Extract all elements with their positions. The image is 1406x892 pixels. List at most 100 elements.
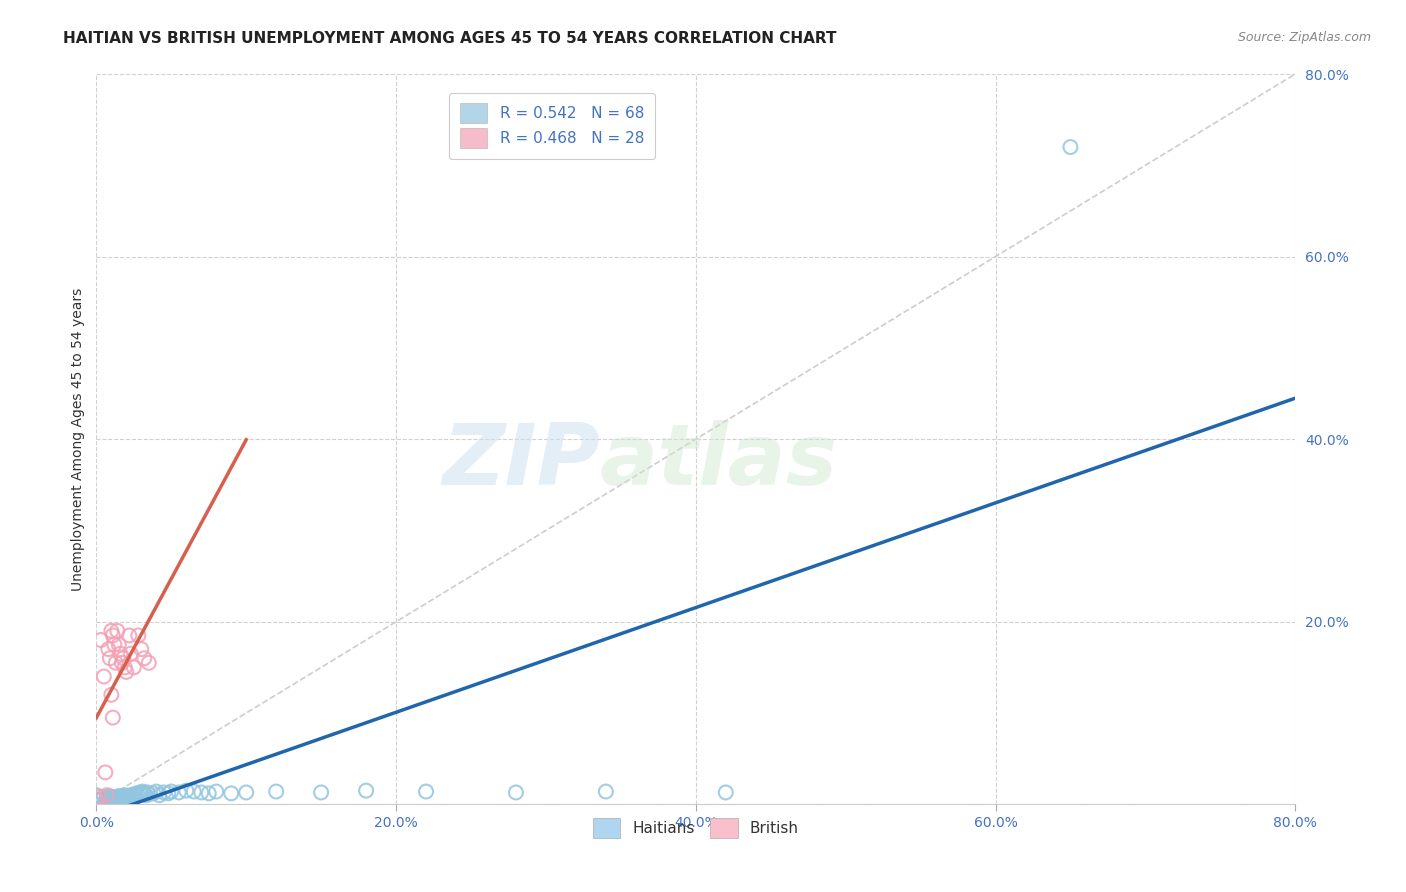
Point [111,656,134,670]
Point [98,793,121,807]
Point [103,638,125,652]
Point [105,624,128,638]
Point [135,788,157,802]
Point [118,628,141,642]
Point [94,794,117,808]
Point [121,790,143,805]
Point [100,624,122,638]
Point [94,765,117,780]
Point [114,660,136,674]
Point [128,785,150,799]
Point [101,628,124,642]
Point [122,787,145,801]
Point [108,789,131,803]
Point [110,792,132,806]
Point [103,792,125,806]
Point [105,791,128,805]
Point [98,789,121,803]
Point [134,786,156,800]
Point [595,784,617,798]
Point [97,642,120,657]
Point [415,784,437,798]
Y-axis label: Unemployment Among Ages 45 to 54 years: Unemployment Among Ages 45 to 54 years [72,287,86,591]
Point [167,785,190,799]
Point [112,792,135,806]
Point [108,638,131,652]
Point [98,651,121,665]
Point [101,793,124,807]
Text: atlas: atlas [600,419,838,502]
Point [112,651,135,665]
Point [134,651,156,665]
Point [131,787,153,801]
Point [104,656,127,670]
Point [235,785,257,799]
Point [205,784,228,798]
Point [86,793,108,807]
Point [96,788,118,802]
Point [118,791,141,805]
Text: ZIP: ZIP [443,419,600,502]
Point [219,786,242,800]
Point [108,793,131,807]
Point [122,660,145,674]
Point [114,791,136,805]
Point [714,785,737,799]
Point [111,791,134,805]
Point [86,788,108,802]
Point [127,628,149,642]
Point [101,791,124,805]
Text: HAITIAN VS BRITISH UNEMPLOYMENT AMONG AGES 45 TO 54 YEARS CORRELATION CHART: HAITIAN VS BRITISH UNEMPLOYMENT AMONG AG… [63,31,837,46]
Text: Source: ZipAtlas.com: Source: ZipAtlas.com [1237,31,1371,45]
Point [101,710,124,724]
Point [89,790,111,805]
Point [138,656,160,670]
Point [124,789,146,803]
Point [1059,140,1081,154]
Point [148,788,170,802]
Point [111,793,134,807]
Point [100,794,122,808]
Point [90,793,112,807]
Point [114,788,136,802]
Point [138,787,160,801]
Point [115,665,138,679]
Point [157,786,180,800]
Point [190,785,212,799]
Point [131,642,153,657]
Point [100,790,122,805]
Point [136,785,159,799]
Point [309,785,332,799]
Point [197,786,219,800]
Point [97,795,120,809]
Point [112,789,135,803]
Point [97,791,120,805]
Point [90,632,112,647]
Point [104,793,127,807]
Point [120,647,142,661]
Legend: Haitians, British: Haitians, British [586,813,806,844]
Point [104,790,127,805]
Point [115,790,138,805]
Point [100,792,122,806]
Point [505,785,527,799]
Point [160,784,183,798]
Point [103,794,125,808]
Point [120,788,142,802]
Point [110,790,132,805]
Point [105,794,128,808]
Point [183,784,205,798]
Point [96,792,118,806]
Point [100,688,122,702]
Point [132,784,155,798]
Point [142,786,165,800]
Point [110,647,132,661]
Point [93,790,115,805]
Point [152,785,174,799]
Point [127,788,149,802]
Point [264,784,287,798]
Point [117,789,139,803]
Point [354,783,377,797]
Point [93,669,115,683]
Point [125,786,148,800]
